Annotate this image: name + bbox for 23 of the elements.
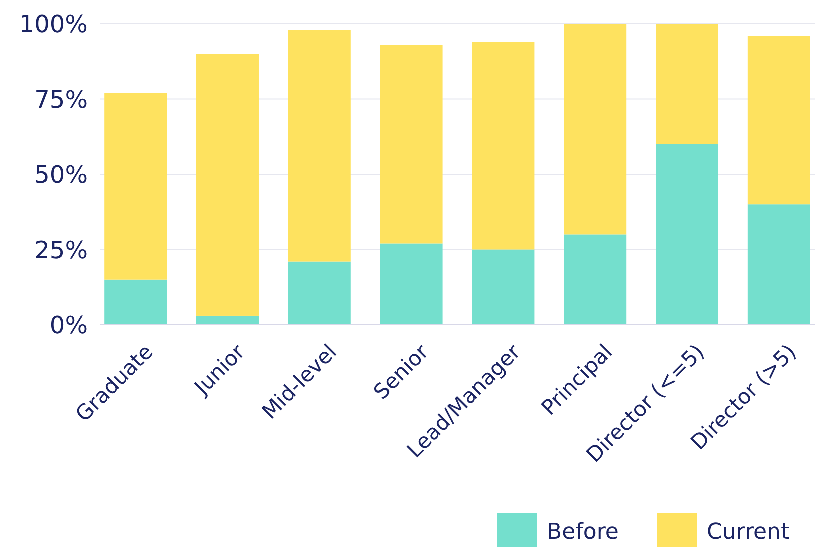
bar: [472, 250, 535, 325]
bar: [472, 42, 535, 250]
bar: [196, 54, 259, 316]
bar: [564, 24, 627, 235]
bar: [380, 244, 443, 325]
bar: [288, 30, 351, 262]
bar: [380, 45, 443, 244]
bar: [656, 144, 719, 325]
legend-label: Before: [547, 520, 619, 545]
bar: [104, 93, 168, 280]
bar: [288, 262, 351, 325]
y-tick-label: 0%: [50, 312, 88, 340]
bar: [104, 280, 168, 325]
y-tick-label: 25%: [34, 236, 88, 264]
y-tick-label: 50%: [34, 161, 88, 190]
bar: [564, 234, 627, 325]
bar: [196, 316, 259, 325]
y-tick-label: 100%: [19, 10, 88, 39]
legend-label: Current: [707, 520, 790, 545]
bar: [748, 204, 810, 325]
bar: [748, 36, 810, 205]
bar: [656, 24, 719, 144]
y-tick-label: 75%: [34, 86, 88, 114]
